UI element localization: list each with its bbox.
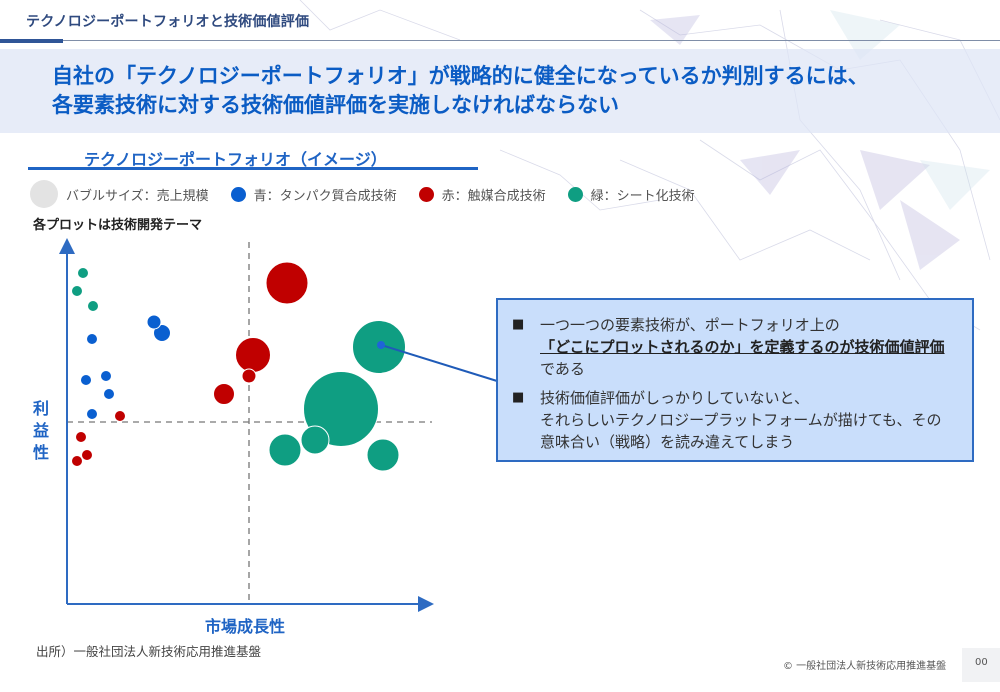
callout-box: ■ 一つ一つの要素技術が、ポートフォリオ上の 「どこにプロットされるのか」を定義… <box>496 298 974 462</box>
legend-label: 緑：シート化技術 <box>590 188 695 204</box>
legend-label: バブルサイズ：売上規模 <box>66 188 209 204</box>
section-title-underline <box>28 167 478 170</box>
bubble-point <box>146 314 162 330</box>
headline-band <box>0 49 1000 133</box>
bubble-point <box>300 425 330 455</box>
bubble-point <box>114 410 126 422</box>
page-header-title: テクノロジーポートフォリオと技術価値評価 <box>26 14 310 30</box>
legend-item-red: 赤：触媒合成技術 <box>418 185 546 204</box>
bubble-point <box>265 261 309 305</box>
page-number: 00 <box>975 657 988 668</box>
green-dot-icon <box>567 186 583 202</box>
page-number-box <box>962 648 1000 682</box>
legend-label: 赤：触媒合成技術 <box>441 188 546 204</box>
callout-connector-line <box>380 344 498 382</box>
headline-line-2: 各要素技術に対する技術価値評価を実施しなければならない <box>52 93 619 117</box>
legend-item-green: 緑：シート化技術 <box>567 185 695 204</box>
bubble-point <box>153 324 171 342</box>
bubble-point <box>71 285 83 297</box>
chart-legend: バブルサイズ：売上規模 青：タンパク質合成技術 赤：触媒合成技術 緑：シート化技… <box>30 180 717 208</box>
bullet-2-line-1: 技術価値評価がしっかりしていないと、 <box>540 389 809 407</box>
bubble-point <box>87 300 99 312</box>
bubble-point <box>80 374 92 386</box>
bubble-point <box>366 438 400 472</box>
legend-item-blue: 青：タンパク質合成技術 <box>230 185 397 204</box>
bullet-1-tail: である <box>540 360 585 378</box>
callout-connector-dot <box>377 341 385 349</box>
copyright: © 一般社団法人新技術応用推進基盤 <box>783 661 947 672</box>
header-divider-accent <box>0 39 63 43</box>
bubble-point <box>75 431 87 443</box>
headline-line-1: 自社の「テクノロジーポートフォリオ」が戦略的に健全になっているか判別するには、 <box>52 64 869 88</box>
square-bullet-icon: ■ <box>512 390 525 405</box>
bubble-point <box>86 333 98 345</box>
bubble-point <box>71 455 83 467</box>
bubble-point <box>100 370 112 382</box>
bullet-1-emphasis: 「どこにプロットされるのか」を定義するのが技術価値評価 <box>540 338 945 356</box>
legend-label: 青：タンパク質合成技術 <box>253 188 397 204</box>
bubble-point <box>213 383 235 405</box>
y-axis-label: 利益性 <box>32 399 49 462</box>
bubble-point <box>103 388 115 400</box>
bubble-point <box>268 433 302 467</box>
header-divider <box>0 40 1000 41</box>
bubble-point <box>77 267 89 279</box>
bullet-2-line-2: それらしいテクノロジープラットフォームが描けても、その意味合い（戦略）を読み違え… <box>540 411 942 451</box>
callout-bullet-1: ■ 一つ一つの要素技術が、ポートフォリオ上の 「どこにプロットされるのか」を定義… <box>512 314 956 380</box>
section-title: テクノロジーポートフォリオ（イメージ） <box>84 150 387 169</box>
bullet-1-text: 一つ一つの要素技術が、ポートフォリオ上の <box>540 316 840 334</box>
bubble-size-icon <box>30 180 58 208</box>
bubble-point <box>235 337 271 373</box>
callout-bullet-2: ■ 技術価値評価がしっかりしていないと、 それらしいテクノロジープラットフォーム… <box>512 387 956 453</box>
bubble-point <box>241 368 257 384</box>
red-dot-icon <box>418 186 434 202</box>
legend-item-bubble-size: バブルサイズ：売上規模 <box>30 180 209 208</box>
bubble-point <box>86 408 98 420</box>
bubble-group <box>71 261 406 472</box>
source-note: 出所）一般社団法人新技術応用推進基盤 <box>36 644 262 659</box>
x-axis-label: 市場成長性 <box>205 617 286 636</box>
blue-dot-icon <box>230 186 246 202</box>
square-bullet-icon: ■ <box>512 317 525 332</box>
plot-note: 各プロットは技術開発テーマ <box>33 218 203 233</box>
bubble-point <box>81 449 93 461</box>
headline: 自社の「テクノロジーポートフォリオ」が戦略的に健全になっているか判別するには、 … <box>52 62 982 120</box>
